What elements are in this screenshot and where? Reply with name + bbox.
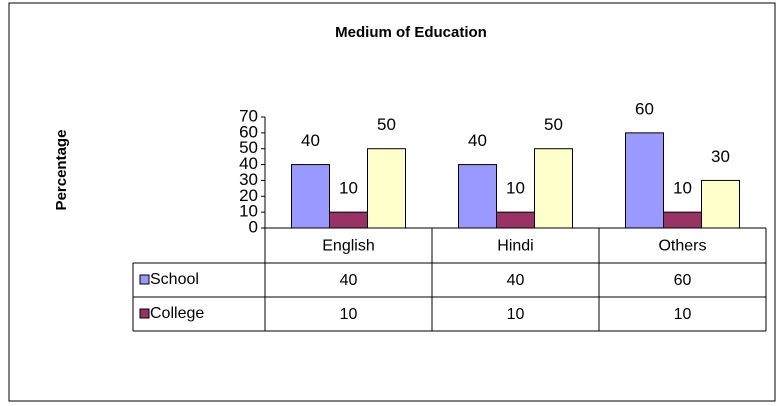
bar: [291, 164, 330, 229]
y-tick-label: 30: [239, 170, 258, 189]
legend-label: School: [150, 271, 199, 288]
bar: [663, 211, 702, 229]
data-label: 60: [635, 99, 654, 118]
table-value: 10: [674, 306, 692, 323]
x-tick-label: Others: [658, 238, 706, 255]
bar: [458, 164, 497, 229]
bar: [329, 211, 368, 229]
y-tick-label: 10: [239, 202, 258, 221]
table-value: 40: [340, 272, 358, 289]
table-value: 10: [507, 306, 525, 323]
y-tick-label: 60: [239, 122, 258, 141]
data-label: 50: [544, 115, 563, 134]
table-value: 60: [674, 272, 692, 289]
chart-title: Medium of Education: [335, 24, 487, 41]
bar: [534, 148, 573, 229]
y-tick-label: 70: [239, 106, 258, 125]
data-label: 50: [377, 115, 396, 134]
y-tick-label: 20: [239, 186, 258, 205]
data-label: 10: [506, 179, 525, 198]
x-tick-label: English: [322, 238, 374, 255]
y-axis-label: Percentage: [53, 130, 70, 211]
y-tick-label: 50: [239, 138, 258, 157]
bar: [701, 179, 740, 229]
table-value: 10: [340, 306, 358, 323]
legend-key: [139, 308, 150, 319]
table-value: 40: [507, 272, 525, 289]
x-tick-label: Hindi: [497, 238, 533, 255]
bar: [625, 132, 664, 229]
legend-label: College: [150, 305, 204, 322]
legend-key: [139, 274, 150, 285]
data-label: 40: [468, 131, 487, 150]
bar: [496, 211, 535, 229]
data-label: 10: [339, 179, 358, 198]
y-tick-label: 0: [249, 217, 258, 236]
data-label: 40: [301, 131, 320, 150]
y-tick-label: 40: [239, 154, 258, 173]
data-label: 10: [673, 179, 692, 198]
bar: [367, 148, 406, 229]
data-label: 30: [711, 147, 730, 166]
